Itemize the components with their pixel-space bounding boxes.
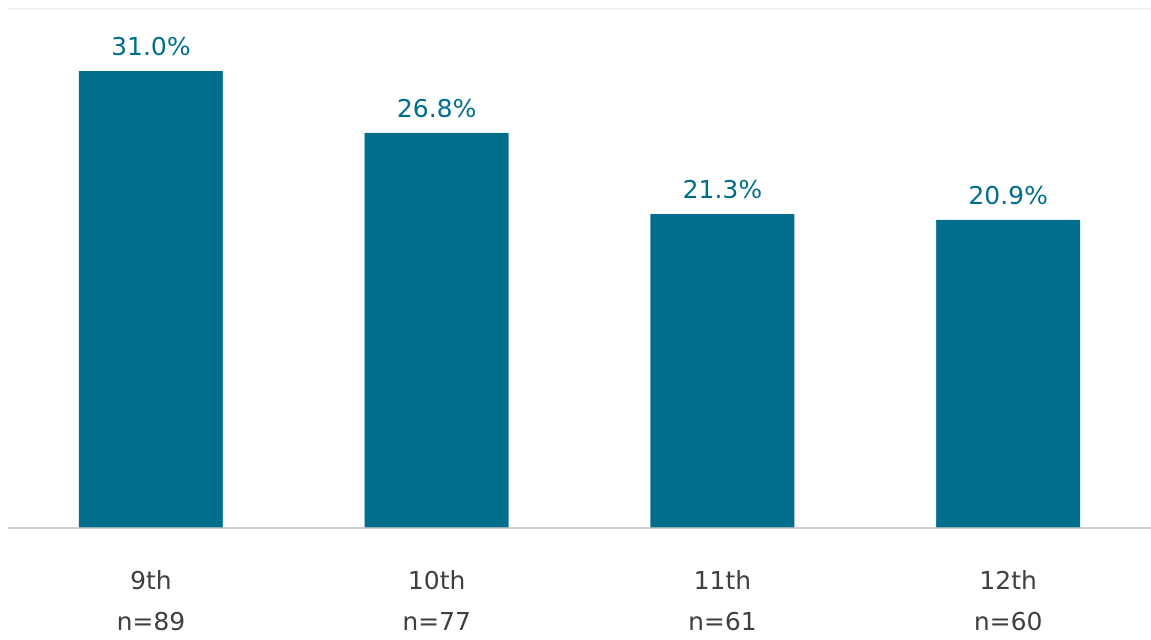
bar-12th	[936, 219, 1081, 528]
x-tick-label-11th: 11th	[694, 566, 751, 595]
data-label-9th: 31.0%	[111, 32, 190, 61]
x-tick-labels-layer: 9th n=89 10th n=77 11th n=61 12th n=60	[117, 566, 1043, 636]
bar-9th	[78, 71, 223, 528]
sample-size-label-9th: n=89	[117, 607, 186, 636]
sample-size-label-11th: n=61	[688, 607, 757, 636]
sample-size-label-12th: n=60	[974, 607, 1043, 636]
data-labels-layer: 31.0% 26.8% 21.3% 20.9%	[111, 32, 1048, 210]
data-label-11th: 21.3%	[683, 175, 762, 204]
x-tick-label-10th: 10th	[408, 566, 465, 595]
bars-layer	[78, 71, 1081, 529]
data-label-12th: 20.9%	[968, 181, 1047, 210]
x-tick-label-12th: 12th	[979, 566, 1036, 595]
sample-size-label-10th: n=77	[402, 607, 471, 636]
data-label-10th: 26.8%	[397, 94, 476, 123]
bar-10th	[364, 132, 509, 528]
x-tick-label-9th: 9th	[130, 566, 172, 595]
bar-11th	[650, 213, 795, 529]
